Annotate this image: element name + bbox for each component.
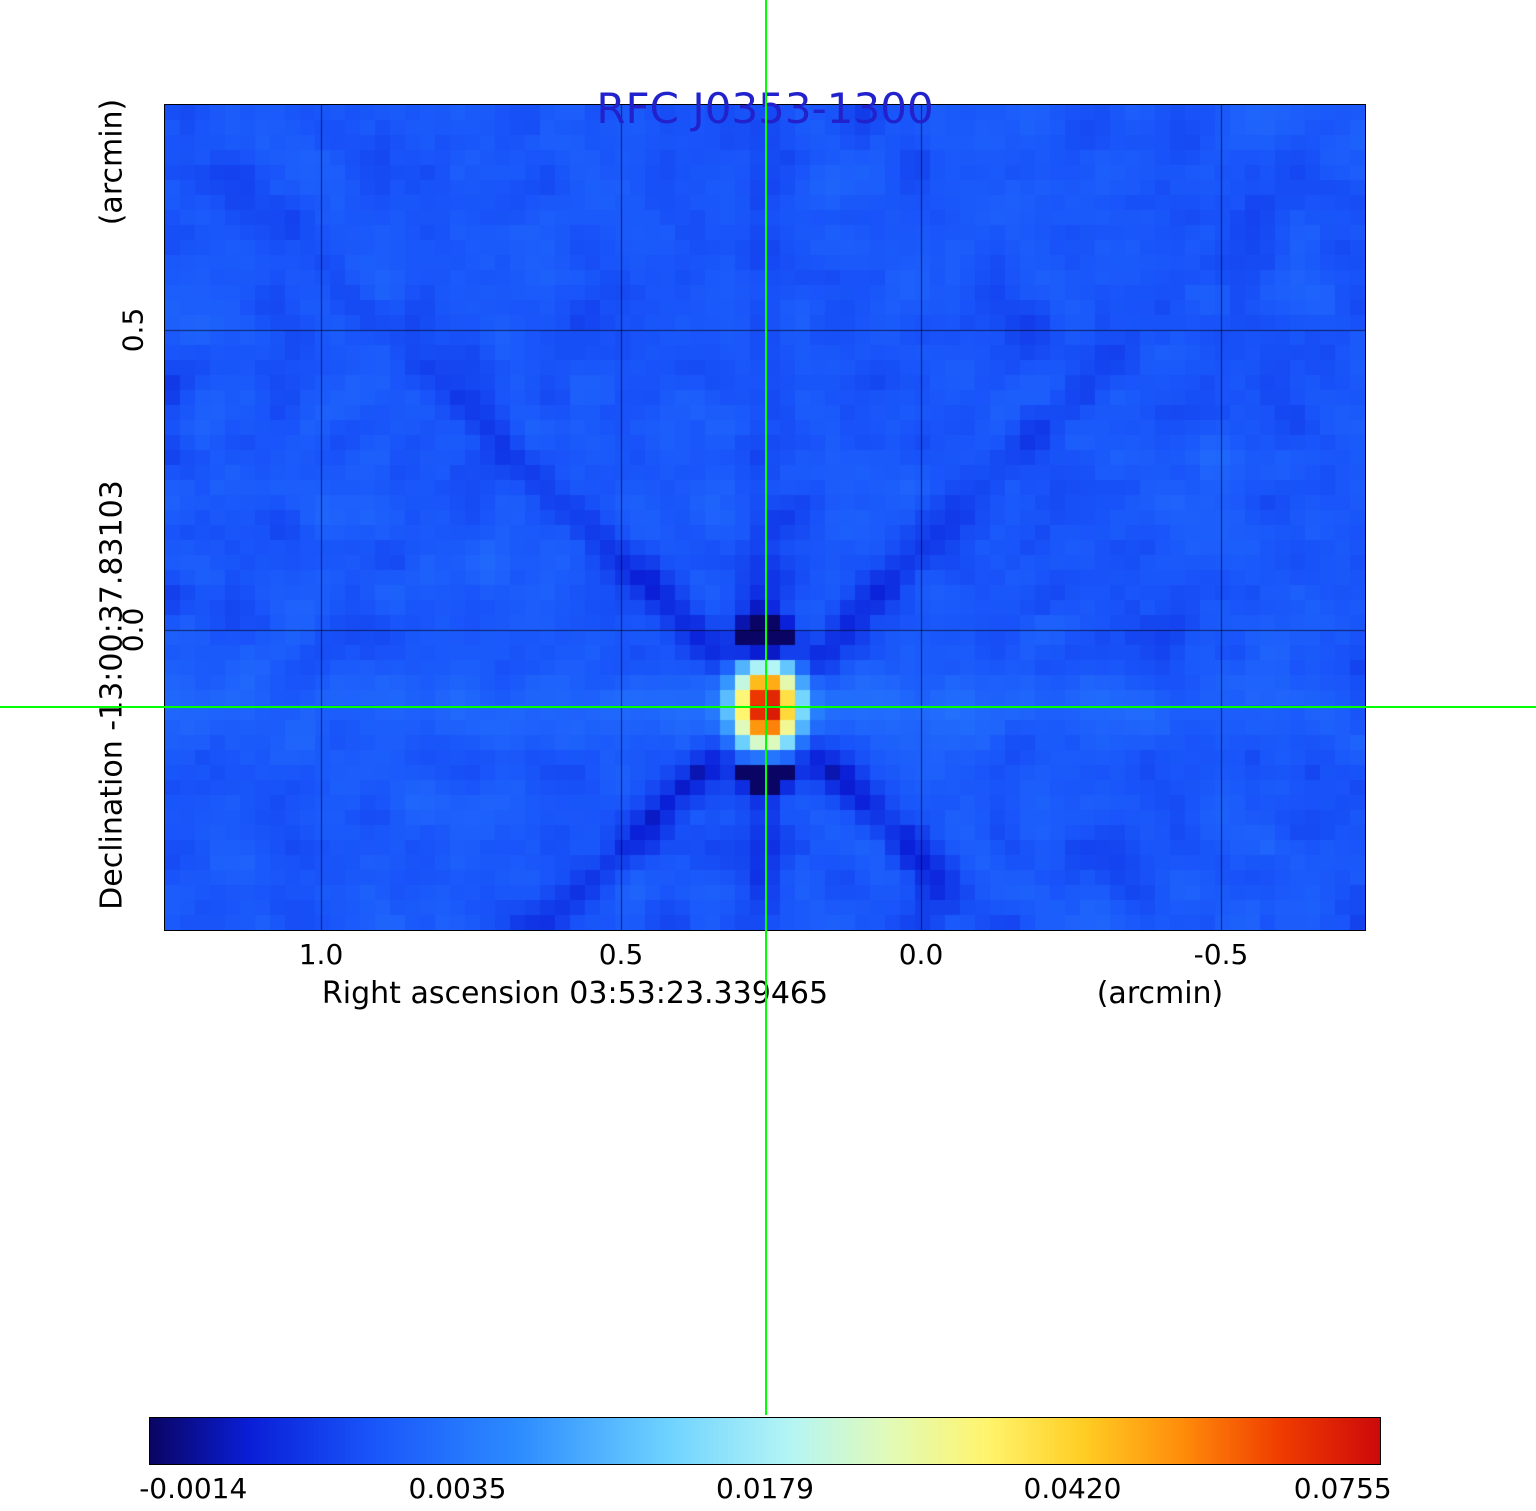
colorbar-tick-label: 0.0420 xyxy=(1023,1472,1122,1505)
sky-map-canvas xyxy=(164,104,1366,931)
y-axis-label: Declination -13:00:37.83103 xyxy=(94,480,130,910)
x-axis-label: Right ascension 03:53:23.339465 xyxy=(321,976,829,1011)
colorbar-tick-label: 0.0179 xyxy=(716,1472,814,1505)
x-axis-unit-label: (arcmin) xyxy=(1096,976,1224,1011)
colorbar-tick-label: 0.0035 xyxy=(408,1472,507,1505)
x-tick-label: 1.0 xyxy=(298,938,344,971)
crosshair-horizontal-line xyxy=(0,705,1536,708)
x-tick-label: 0.5 xyxy=(598,938,644,971)
colorbar-canvas xyxy=(149,1417,1381,1465)
colorbar-tick-label: 0.0755 xyxy=(1293,1472,1392,1505)
x-tick-label: 0.0 xyxy=(898,938,944,971)
x-tick-label: -0.5 xyxy=(1193,938,1249,971)
y-tick-label: 0.5 xyxy=(116,307,150,353)
colorbar-tick-label: -0.0014 xyxy=(139,1472,248,1505)
y-tick-label: 0.0 xyxy=(116,607,150,653)
plot-title: RFC J0353-1300 xyxy=(596,84,934,133)
y-axis-unit-label: (arcmin) xyxy=(94,98,130,226)
